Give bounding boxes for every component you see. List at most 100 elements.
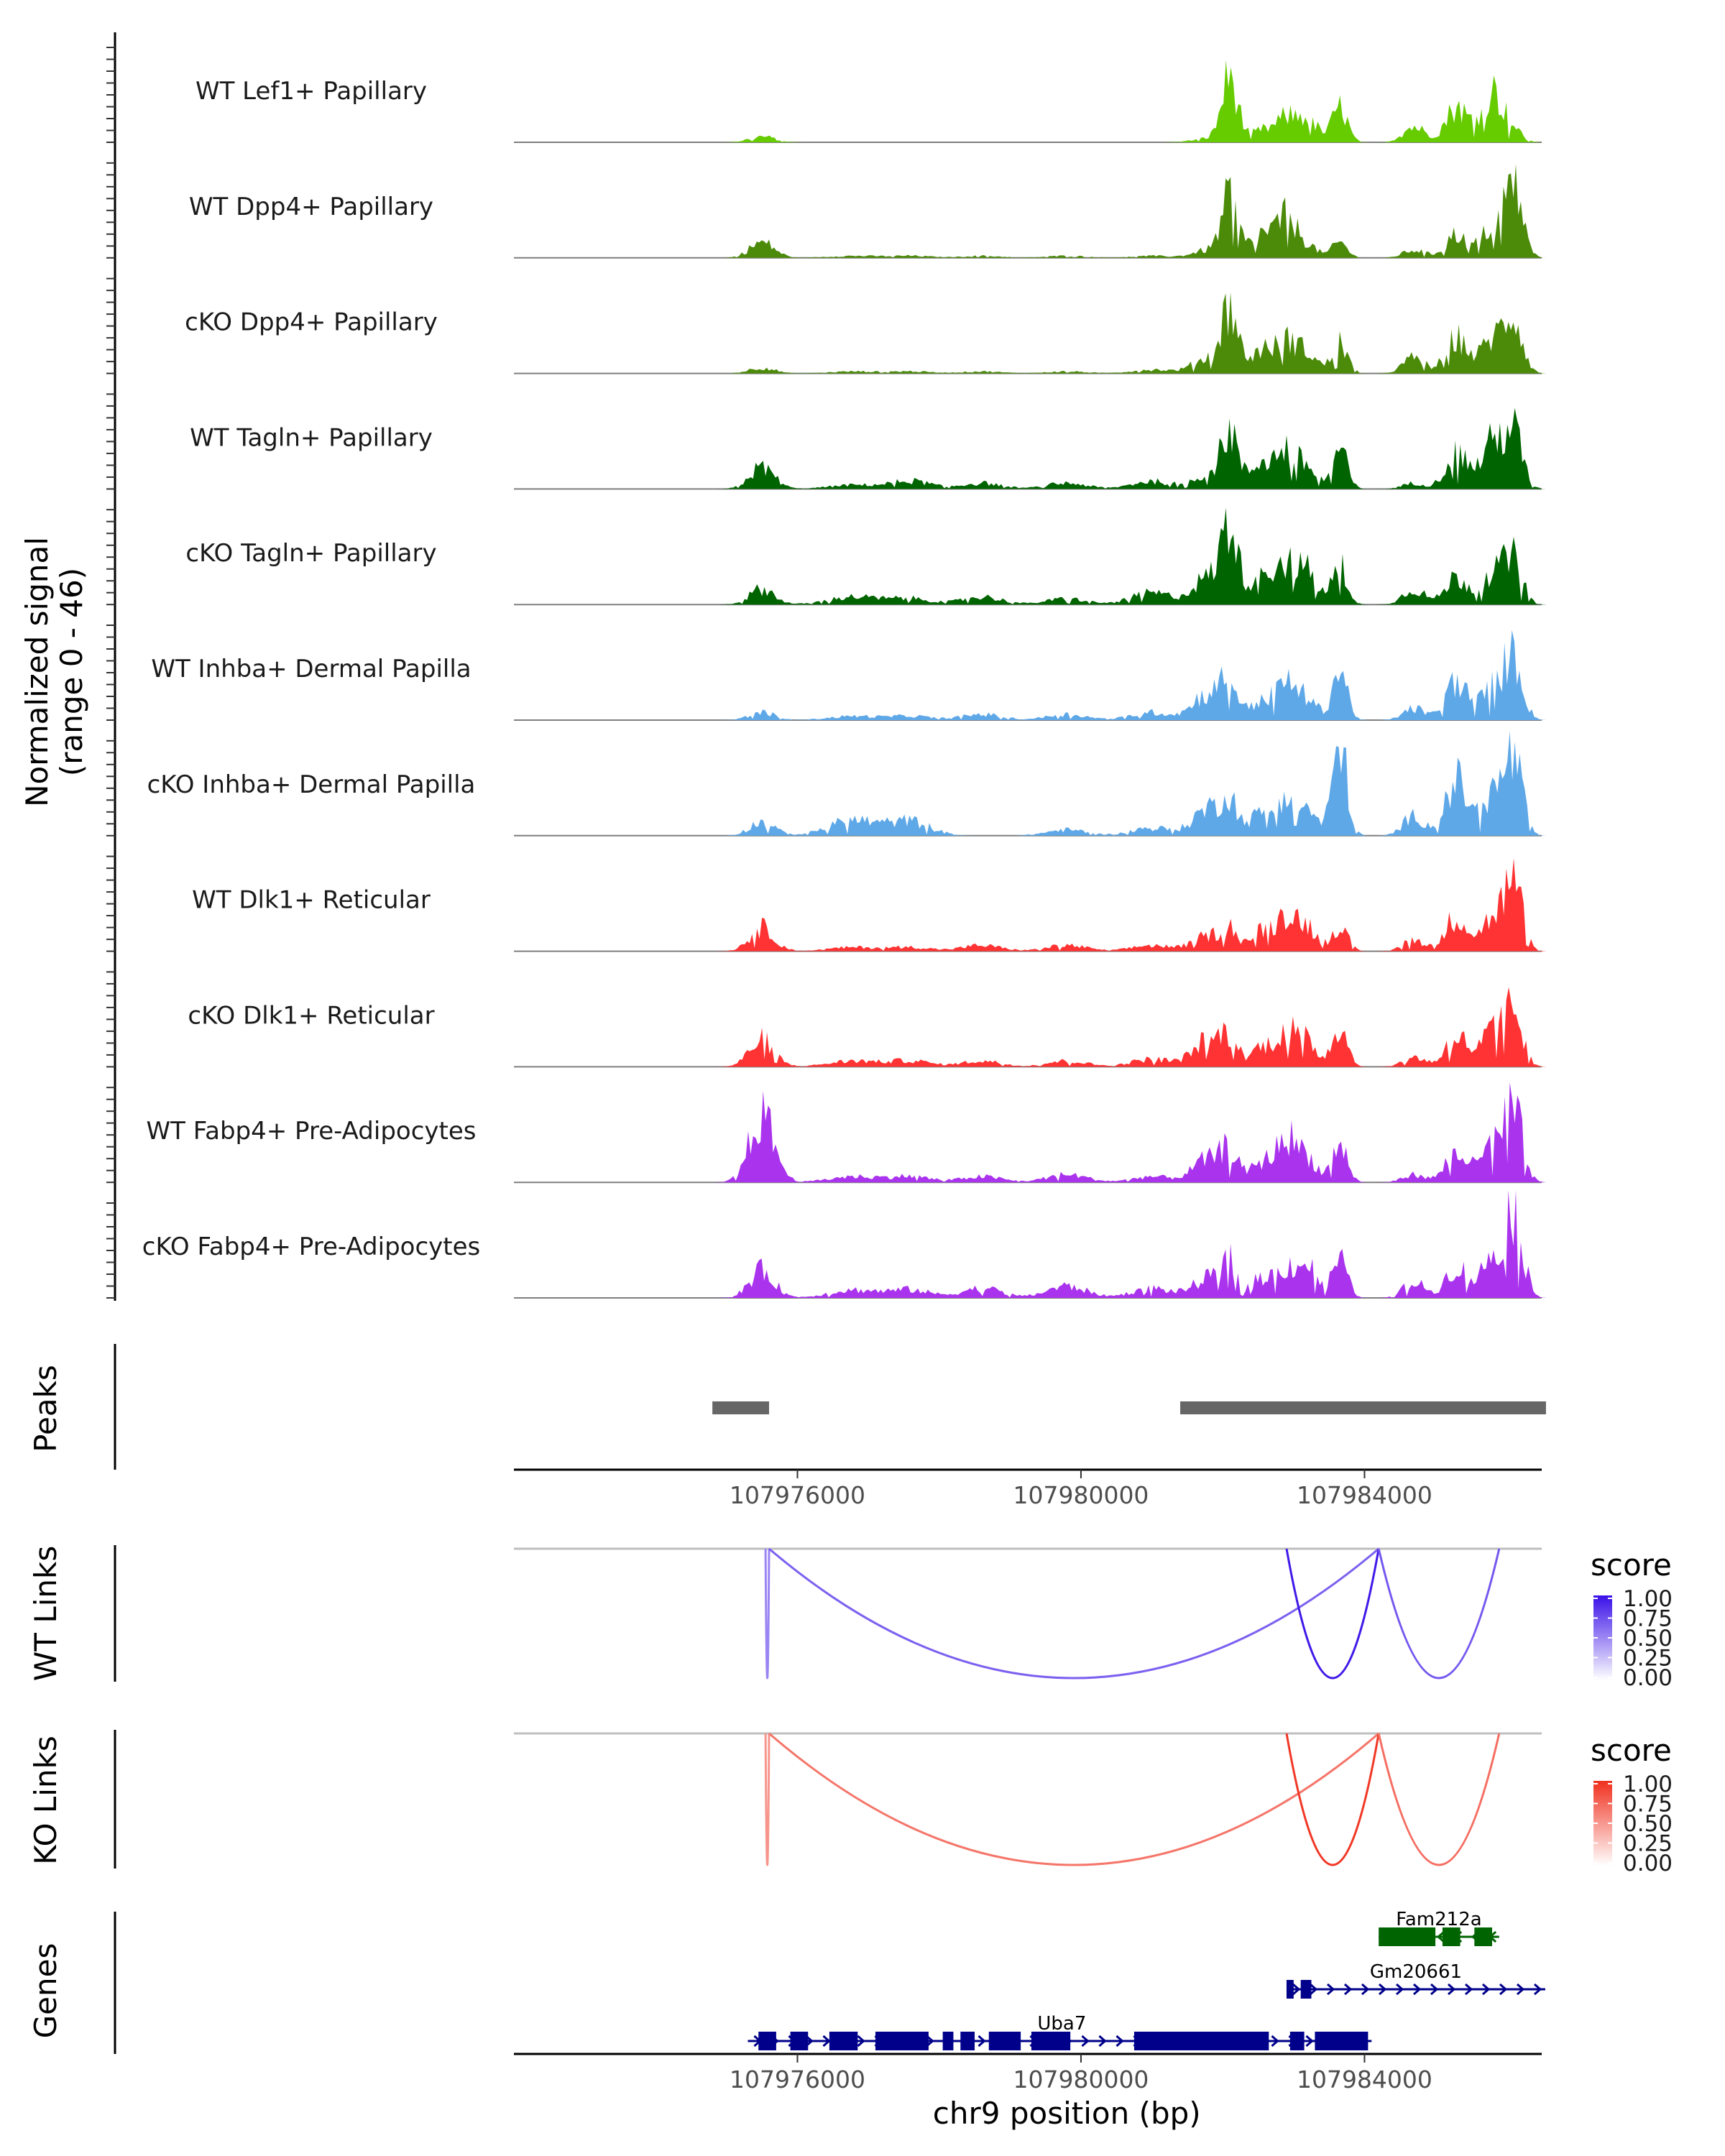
wt-link-arc xyxy=(1377,1548,1501,1680)
coverage-y-axis xyxy=(106,32,116,1301)
exon xyxy=(1315,2032,1368,2050)
strand-arrow xyxy=(1395,1983,1404,1996)
gene: Gm20661 xyxy=(1286,1961,1545,1999)
coverage-area xyxy=(691,731,1546,836)
exon xyxy=(758,2032,776,2050)
wt-legend-value: 0.50 xyxy=(1623,1626,1673,1651)
coverage-tracks: WT Lef1+ Papillary WT Dpp4+ Papillary cKO … xyxy=(142,60,1546,1299)
ko-link-arc xyxy=(768,1732,1380,1866)
strand-arrow xyxy=(1464,1983,1473,1996)
y-axis-title-line1: Normalized signal xyxy=(19,537,55,807)
strand-arrow xyxy=(1378,1983,1387,1996)
strand-arrow xyxy=(1292,1983,1301,1996)
peaks-x-tick-label: 107980000 xyxy=(1013,1481,1149,1509)
strand-arrow xyxy=(1430,1983,1439,1996)
strand-arrow xyxy=(1412,1983,1422,1996)
exon xyxy=(1379,1927,1436,1946)
coverage-area xyxy=(514,60,1546,142)
wt-legend-value: 0.25 xyxy=(1623,1646,1673,1672)
coverage-track: WT Inhba+ Dermal Papilla xyxy=(151,630,1546,721)
ko-links-track xyxy=(114,1730,1542,1869)
strand-arrow xyxy=(1516,1983,1525,1996)
strand-arrow xyxy=(1447,1983,1456,1996)
wt-legend-value: 0.75 xyxy=(1623,1606,1673,1632)
peak-bar xyxy=(1180,1401,1546,1414)
genes-x-tick-label: 107984000 xyxy=(1297,2065,1432,2093)
exon xyxy=(1031,2032,1071,2050)
track-label: WT Dlk1+ Reticular xyxy=(192,886,431,915)
coverage-area xyxy=(599,630,1546,720)
strand-arrow xyxy=(1361,1983,1370,1996)
strand-arrow xyxy=(1305,2035,1314,2047)
coverage-area xyxy=(592,1082,1546,1183)
track-label: WT Tagln+ Papillary xyxy=(190,423,433,452)
exon xyxy=(960,2032,975,2050)
strand-arrow xyxy=(978,2035,986,2047)
genes-label: Genes xyxy=(28,1943,63,2039)
gene-name: Gm20661 xyxy=(1370,1961,1462,1983)
strand-arrow xyxy=(926,2035,934,2047)
coverage-track: cKO Dpp4+ Papillary xyxy=(185,292,1546,374)
coverage-track: WT Lef1+ Papillary xyxy=(196,60,1546,143)
genes-x-tick-label: 107980000 xyxy=(1013,2065,1149,2093)
track-label: WT Inhba+ Dermal Papilla xyxy=(151,655,471,683)
wt-legend-title: score xyxy=(1591,1547,1672,1583)
peaks-track: 107976000 107980000 107984000 xyxy=(114,1344,1546,1509)
strand-arrow xyxy=(1326,1983,1335,1996)
wt-legend: score 1.000.750.500.250.00 xyxy=(1591,1547,1673,1691)
ko-links-label: KO Links xyxy=(28,1736,63,1865)
wt-legend-value: 0.00 xyxy=(1623,1665,1673,1691)
ko-legend-value: 0.25 xyxy=(1623,1831,1673,1857)
coverage-track: WT Tagln+ Papillary xyxy=(190,407,1546,490)
track-label: WT Lef1+ Papillary xyxy=(196,77,427,106)
wt-link-arc xyxy=(768,1547,1380,1680)
ko-legend-value: 1.00 xyxy=(1623,1772,1673,1797)
strand-arrow xyxy=(1081,2035,1090,2047)
track-label: cKO Dpp4+ Papillary xyxy=(185,308,438,337)
strand-arrow xyxy=(1116,2035,1124,2047)
wt-links-label: WT Links xyxy=(28,1546,63,1681)
gene-name: Uba7 xyxy=(1037,2013,1086,2035)
coverage-area xyxy=(564,858,1546,952)
exon xyxy=(1442,1927,1460,1946)
exon xyxy=(988,2032,1021,2050)
coverage-area xyxy=(570,1190,1546,1298)
exon xyxy=(1474,1927,1492,1946)
track-label: WT Fabp4+ Pre-Adipocytes xyxy=(147,1117,477,1146)
ko-link-arc xyxy=(1377,1733,1501,1866)
exon xyxy=(942,2032,954,2050)
ko-legend: score 1.000.750.500.250.00 xyxy=(1591,1733,1673,1876)
y-axis-title: Normalized signal (range 0 - 46) xyxy=(19,537,89,807)
coverage-area xyxy=(570,164,1546,258)
track-label: cKO Dlk1+ Reticular xyxy=(188,1001,434,1030)
exon xyxy=(1289,2032,1305,2050)
strand-arrow xyxy=(1343,1983,1353,1996)
genes-x-tick-label: 107976000 xyxy=(730,2065,865,2093)
ko-legend-title: score xyxy=(1591,1733,1672,1768)
coverage-track: WT Dpp4+ Papillary xyxy=(189,164,1546,259)
strand-arrow xyxy=(857,2035,865,2047)
exon xyxy=(1286,1980,1294,1999)
strand-arrow xyxy=(1533,1983,1542,1996)
coverage-track: cKO Dlk1+ Reticular xyxy=(188,987,1546,1068)
coverage-track: WT Fabp4+ Pre-Adipocytes xyxy=(147,1082,1546,1184)
ko-legend-value: 0.00 xyxy=(1623,1851,1673,1876)
exon xyxy=(790,2032,809,2050)
wt-link-arc xyxy=(1285,1548,1380,1680)
gene-name: Fam212a xyxy=(1396,1909,1481,1930)
coverage-area xyxy=(570,292,1546,374)
coverage-track: cKO Fabp4+ Pre-Adipocytes xyxy=(142,1190,1546,1299)
genes-track: Fam212a Gm20661 Uba7 107976000 107980000 1079… xyxy=(114,1909,1545,2131)
coverage-area xyxy=(564,507,1546,605)
peaks-x-tick-label: 107976000 xyxy=(730,1481,865,1509)
ko-legend-value: 0.75 xyxy=(1623,1792,1673,1818)
ko-link-arc xyxy=(764,1733,770,1866)
gene: Fam212a xyxy=(1379,1909,1499,1946)
ko-link-arc xyxy=(1285,1733,1380,1866)
exon xyxy=(829,2032,858,2050)
coverage-track: cKO Inhba+ Dermal Papilla xyxy=(147,731,1546,837)
track-label: cKO Inhba+ Dermal Papilla xyxy=(147,770,476,799)
coverage-area xyxy=(564,987,1546,1067)
coverage-area xyxy=(641,407,1546,489)
